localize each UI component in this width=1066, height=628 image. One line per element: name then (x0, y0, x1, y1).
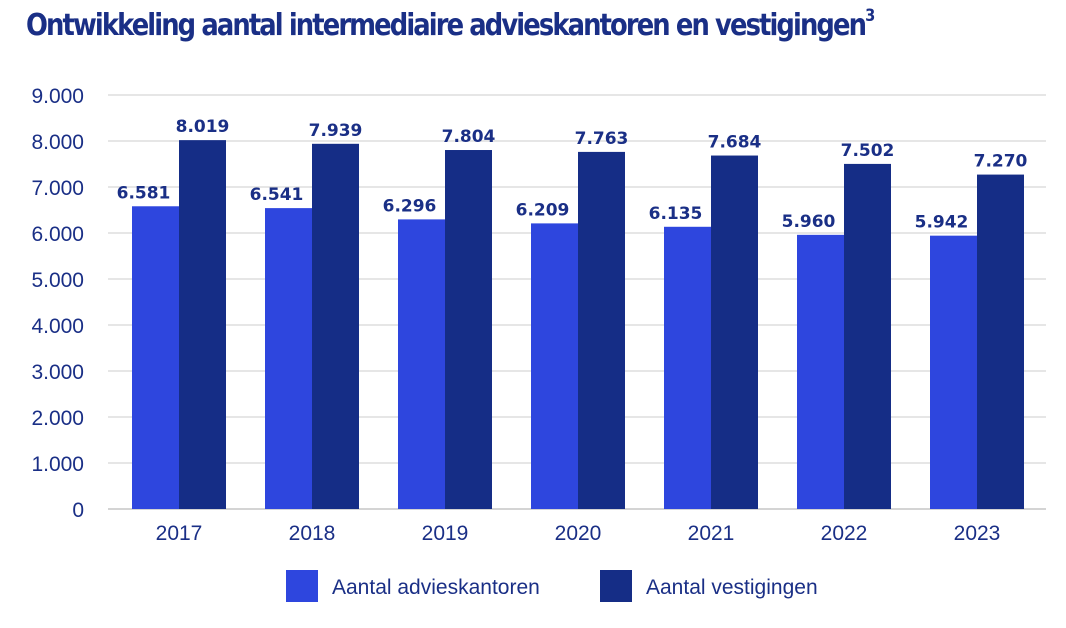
bar-advieskantoren-2020 (531, 223, 578, 510)
value-label: 5.942 (915, 213, 969, 233)
x-tick-label: 2019 (422, 522, 469, 545)
y-tick-label: 5.000 (31, 269, 84, 292)
chart-title-footnote: 3 (865, 6, 876, 26)
value-label: 7.502 (841, 141, 895, 161)
value-label: 6.541 (250, 185, 304, 205)
bar-advieskantoren-2017 (132, 206, 179, 510)
legend-swatch (286, 570, 318, 602)
bar-vestigingen-2021 (711, 155, 758, 509)
value-label: 7.939 (309, 121, 363, 141)
legend-swatch (600, 570, 632, 602)
bar-vestigingen-2018 (312, 143, 359, 509)
x-tick-label: 2018 (289, 522, 336, 545)
y-tick-label: 4.000 (31, 315, 84, 338)
value-label: 7.804 (442, 127, 496, 147)
x-tick-label: 2023 (954, 522, 1001, 545)
x-tick-label: 2017 (156, 522, 203, 545)
bar-advieskantoren-2019 (398, 219, 445, 509)
x-tick-label: 2020 (555, 522, 602, 545)
bar-vestigingen-2017 (179, 140, 226, 509)
y-axis: 0 1.000 2.000 3.000 4.000 5.000 6.000 7.000 8.00… (31, 85, 84, 522)
bar-advieskantoren-2022 (797, 234, 844, 509)
y-tick-label: 3.000 (31, 361, 84, 384)
value-label: 5.960 (782, 212, 836, 232)
bar-advieskantoren-2021 (664, 226, 711, 510)
x-tick-label: 2021 (688, 522, 735, 545)
x-axis: 2017 2018 2019 2020 2021 2022 2023 (156, 522, 1001, 545)
y-tick-label: 6.000 (31, 223, 84, 246)
y-tick-label: 8.000 (31, 131, 84, 154)
chart-title-text: Ontwikkeling aantal intermediaire advies… (26, 8, 867, 43)
y-tick-label: 7.000 (31, 177, 84, 200)
bar-advieskantoren-2018 (265, 208, 312, 509)
value-label: 8.019 (176, 117, 230, 137)
chart-title: Ontwikkeling aantal intermediaire advies… (26, 6, 876, 43)
legend: Aantal advieskantoren Aantal vestigingen (286, 570, 818, 602)
value-label: 7.270 (974, 152, 1028, 172)
value-label: 6.581 (117, 183, 171, 203)
legend-label: Aantal vestigingen (646, 576, 818, 599)
value-label: 6.209 (516, 200, 570, 220)
bar-vestigingen-2019 (445, 150, 492, 510)
legend-label: Aantal advieskantoren (332, 576, 540, 599)
bar-vestigingen-2022 (844, 163, 891, 509)
bar-vestigingen-2023 (977, 174, 1024, 509)
value-label: 6.296 (383, 196, 437, 216)
value-labels: 6.581 8.019 6.541 7.939 6.296 7.804 6.209 7.763… (117, 117, 1028, 233)
y-tick-label: 1.000 (31, 453, 84, 476)
value-label: 7.684 (708, 133, 762, 153)
x-tick-label: 2022 (821, 522, 868, 545)
y-tick-label: 2.000 (31, 407, 84, 430)
bar-advieskantoren-2023 (930, 235, 977, 509)
value-label: 7.763 (575, 129, 629, 149)
bars (132, 140, 1024, 510)
value-label: 6.135 (649, 204, 703, 224)
y-tick-label: 0 (72, 499, 84, 522)
bar-vestigingen-2020 (578, 151, 625, 510)
y-tick-label: 9.000 (31, 85, 84, 108)
